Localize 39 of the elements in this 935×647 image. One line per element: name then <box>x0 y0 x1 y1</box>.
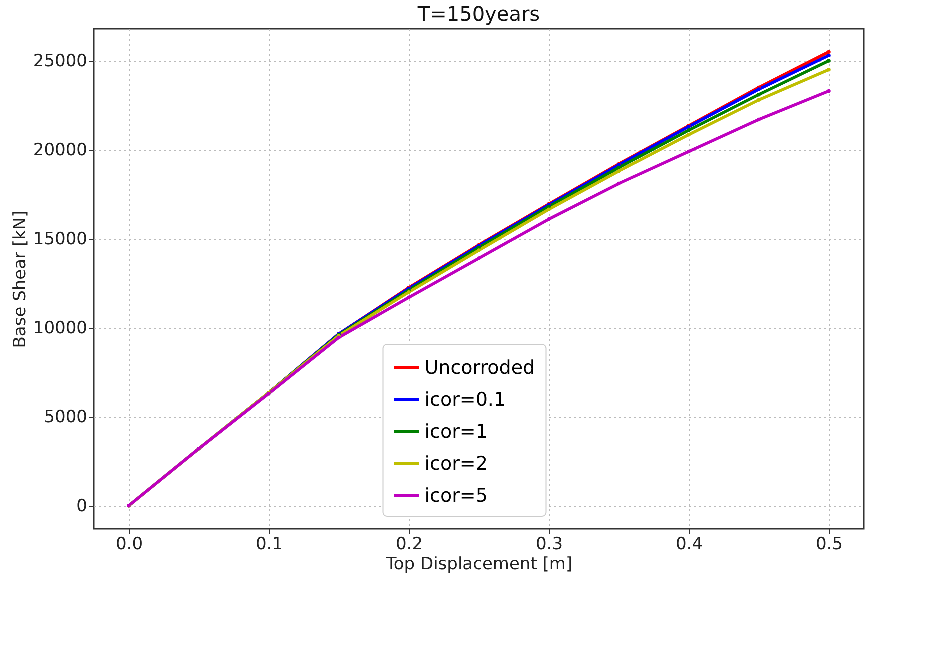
point <box>477 256 481 260</box>
x-tick-label: 0.2 <box>396 534 424 554</box>
point <box>687 128 691 132</box>
y-tick-label: 20000 <box>33 140 88 160</box>
legend-label: icor=0.1 <box>424 389 506 411</box>
point <box>827 54 831 58</box>
y-tick-label: 0 <box>76 496 88 516</box>
y-tick-label: 25000 <box>33 52 88 72</box>
x-tick-label: 0.5 <box>816 534 844 554</box>
legend-label: Uncorroded <box>424 357 536 379</box>
x-tick-label: 0.1 <box>256 534 284 554</box>
point <box>477 248 481 252</box>
legend-label: icor=2 <box>424 453 488 475</box>
point <box>827 59 831 63</box>
legend-label: icor=5 <box>424 485 488 507</box>
point <box>827 50 831 54</box>
point <box>757 118 761 122</box>
legend-label: icor=1 <box>424 421 488 443</box>
y-tick-label: 15000 <box>33 229 88 250</box>
point <box>687 133 691 137</box>
point <box>827 68 831 72</box>
point <box>827 89 831 94</box>
point <box>407 296 411 300</box>
point <box>547 208 551 212</box>
point <box>617 166 621 170</box>
x-axis-title: Top Displacement [m] <box>385 554 573 574</box>
chart-title: T=150years <box>416 2 540 26</box>
y-axis-title: Base Shear [kN] <box>10 210 30 348</box>
point <box>617 169 621 174</box>
y-tick-label: 5000 <box>44 407 88 428</box>
x-tick-label: 0.3 <box>536 534 564 554</box>
x-tick-label: 0.4 <box>676 534 704 554</box>
point <box>687 150 691 154</box>
point <box>617 182 621 186</box>
point <box>757 92 761 97</box>
x-tick-label: 0.0 <box>116 534 144 554</box>
y-tick-label: 10000 <box>33 318 88 338</box>
point <box>757 98 761 102</box>
point <box>547 218 551 222</box>
